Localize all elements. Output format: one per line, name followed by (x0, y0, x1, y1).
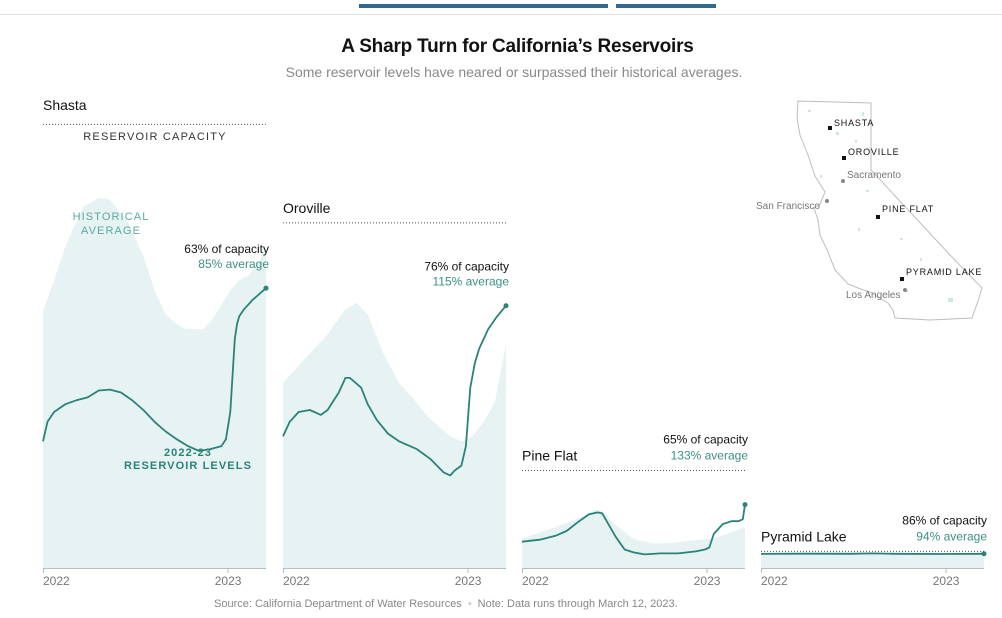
historical-average-area (43, 197, 266, 568)
footer: Source: California Department of Water R… (214, 598, 678, 610)
x-tick-label-2022: 2022 (761, 574, 788, 588)
map-label-pine-flat: PINE FLAT (882, 204, 934, 214)
chart-title: A Sharp Turn for California’s Reservoirs (341, 36, 694, 57)
x-tick-label-2023: 2023 (933, 574, 960, 588)
pct-average-label: 94% average (916, 529, 987, 543)
current-level-dot (503, 303, 509, 309)
reservoir-level-line (760, 552, 985, 555)
panel-pyramid-lake: 2022 2023 Pyramid Lake 86% of capacity 94% a… (760, 513, 987, 588)
map-label-san-francisco: San Francisco (756, 201, 820, 212)
california-map: SHASTA OROVILLE Sacramento San Francisco… (756, 100, 983, 321)
current-level-dot (742, 502, 748, 508)
chart-subtitle: Some reservoir levels have neared or sur… (285, 64, 743, 80)
map-label-shasta: SHASTA (834, 118, 874, 128)
map-marker-sacramento (841, 179, 845, 183)
annotation-levels-2: RESERVOIR LEVELS (124, 460, 252, 472)
footer-separator: • (467, 598, 472, 610)
map-label-pyramid-lake: PYRAMID LAKE (906, 267, 982, 277)
panel-title-shasta: Shasta (43, 97, 87, 113)
reservoir-level-line (282, 305, 507, 477)
pct-capacity-label: 65% of capacity (663, 433, 748, 447)
x-tick-label-2022: 2022 (283, 574, 310, 588)
annotation-reservoir-capacity: RESERVOIR CAPACITY (83, 131, 226, 143)
panel-title-oroville: Oroville (283, 200, 331, 216)
pct-average-label: 133% average (671, 449, 749, 463)
california-outline (796, 100, 983, 321)
x-tick-label-2023: 2023 (455, 574, 482, 588)
pct-capacity-label: 86% of capacity (902, 513, 987, 527)
map-marker-shasta (828, 126, 832, 130)
x-tick-label-2023: 2023 (694, 574, 721, 588)
x-tick-label-2023: 2023 (215, 574, 242, 588)
panel-pine-flat: 2022 2023 Pine Flat 65% of capacity 133% ave… (521, 433, 749, 588)
map-marker-pine-flat (876, 215, 880, 219)
x-tick-label-2022: 2022 (43, 574, 70, 588)
top-divider (0, 14, 1002, 15)
historical-average-area (761, 552, 984, 568)
pct-capacity-label: 76% of capacity (424, 260, 509, 274)
reservoir-level-line (42, 287, 267, 452)
pct-average-label: 85% average (198, 257, 269, 271)
annotation-levels-1: 2022-23 (164, 447, 212, 459)
annotation-historical-average-2: AVERAGE (81, 225, 141, 237)
current-level-dot (981, 551, 987, 557)
pct-capacity-label: 63% of capacity (184, 242, 269, 256)
data-note: Note: Data runs through March 12, 2023. (477, 598, 678, 610)
current-level-dot (263, 285, 269, 291)
panel-title-pyramid-lake: Pyramid Lake (761, 528, 847, 544)
historical-average-area (522, 509, 745, 568)
annotation-historical-average-1: HISTORICAL (73, 211, 150, 223)
top-bar-left (359, 4, 608, 8)
historical-average-area (283, 302, 506, 568)
reservoir-level-line (521, 504, 746, 556)
x-tick-label-2022: 2022 (522, 574, 549, 588)
top-bar-right (616, 4, 716, 8)
map-label-sacramento: Sacramento (847, 170, 901, 181)
map-marker-oroville (842, 156, 846, 160)
map-marker-pyramid-lake (900, 277, 904, 281)
source-note: Source: California Department of Water R… (214, 598, 462, 610)
map-label-los-angeles: Los Angeles (846, 290, 901, 301)
panel-title-pine-flat: Pine Flat (522, 448, 577, 464)
pct-average-label: 115% average (433, 275, 510, 289)
map-marker-san-francisco (825, 199, 829, 203)
map-marker-los-angeles (903, 288, 907, 292)
map-label-oroville: OROVILLE (848, 147, 899, 157)
